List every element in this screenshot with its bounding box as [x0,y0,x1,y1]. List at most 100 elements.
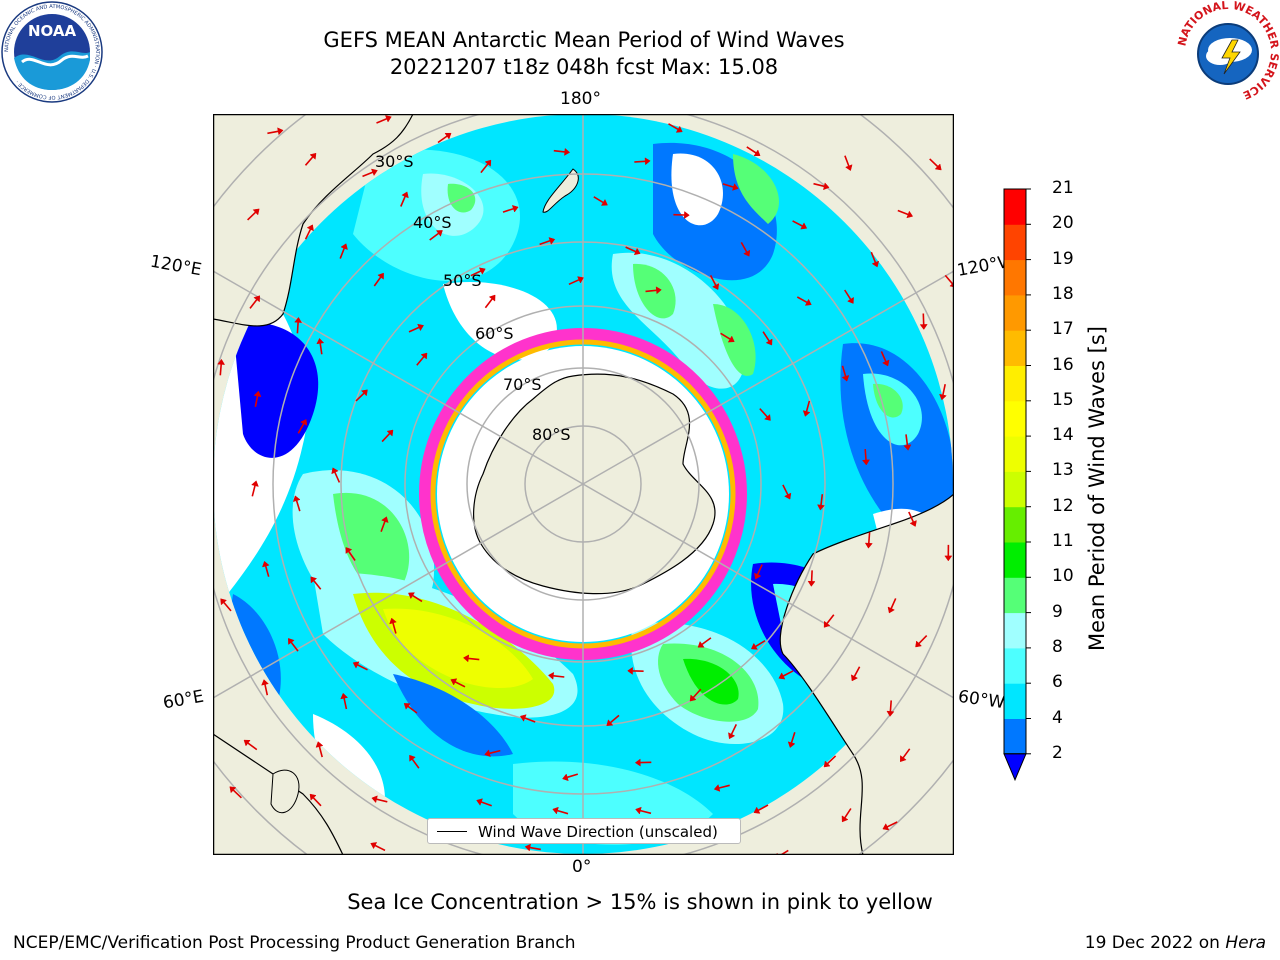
wind-wave-arrow-head [478,267,486,275]
wind-wave-arrow [296,322,299,334]
wind-wave-arrow-head [552,806,559,815]
wind-wave-arrow [782,484,789,496]
wind-wave-arrow [380,521,386,532]
wind-wave-arrow-head [882,823,890,831]
map-frame [213,114,954,855]
colorbar-segment [1004,506,1026,543]
wind-wave-arrow [251,485,256,497]
footer-date: 19 Dec 2022 on Hera [1085,933,1266,953]
wind-wave-arrow [553,149,565,153]
wind-wave-arrow-head [511,205,519,213]
wind-wave-arrow-head [743,249,751,257]
wind-wave-arrow-head [728,732,736,740]
colorbar-tick-label: 19 [1052,248,1074,269]
wind-wave-arrow [264,565,270,577]
wind-wave-arrow-head [802,410,811,417]
wind-wave-arrow [886,821,898,828]
colorbar-segment [1004,189,1026,225]
lat-label-30s: 30°S [375,152,414,171]
wind-wave-arrow [437,135,448,144]
wind-wave-arrow [557,809,569,815]
wind-wave-arrow-head [524,843,531,852]
colorbar-tick-label: 6 [1052,672,1063,693]
wind-wave-arrow [880,351,887,362]
wind-wave-arrow-head [915,640,923,648]
wind-wave-arrow-head [384,115,392,123]
wind-wave-arrow [319,343,323,355]
wind-wave-arrow [373,276,382,287]
wind-wave-arrow-head [389,617,397,625]
wind-wave-arrow [805,400,811,412]
wind-wave-arrow [529,846,541,851]
wind-wave-arrow [792,220,803,227]
footer-organization: NCEP/EMC/Verification Post Processing Pr… [13,933,576,953]
wind-wave-arrow [841,365,847,377]
wind-wave-arrow-head [377,272,384,280]
colorbar-segment [1004,259,1026,296]
wind-wave-arrow [232,789,242,799]
wind-wave-arrow [290,641,299,652]
wind-wave-arrow-head [784,492,792,500]
wind-wave-arrow [362,171,373,178]
chart-subtitle-run-info: 20221207 t18z 048h fcst Max: 15.08 [389,55,779,79]
wind-wave-arrow-head [340,243,348,251]
wind-wave-arrow [756,564,763,575]
wind-wave-arrow [470,270,482,277]
wind-wave-arrow [740,242,748,253]
legend-label: Wind Wave Direction (unscaled) [478,823,718,841]
colorbar [1003,188,1031,782]
colorbar-tick-label: 2 [1052,742,1063,763]
wind-wave-arrow-head [251,480,259,487]
wind-wave-arrow [254,395,259,407]
lon-label-120e: 120°E [148,251,204,281]
wind-wave-arrow [813,182,825,188]
wind-wave-arrow-head [243,739,251,747]
colorbar-tick-label: 20 [1052,213,1074,234]
wind-wave-arrow [718,784,730,789]
wind-wave-arrow [407,705,418,714]
wind-wave-arrow-head [753,149,761,157]
longitude-gridlines [213,114,954,855]
wind-wave-arrow-head [765,338,773,346]
wind-wave-arrow-head [845,164,853,172]
wind-wave-arrow [264,684,269,696]
colorbar-label: Mean Period of Wind Waves [s] [1085,326,1109,651]
colorbar-segment [1004,577,1026,614]
wind-wave-arrow [249,299,258,309]
map-legend: Wind Wave Direction (unscaled) [427,818,741,844]
wind-wave-arrow-head [309,152,317,160]
wind-wave-arrow [625,246,637,253]
wind-wave-arrow-head [727,335,735,343]
wind-wave-arrow-head [370,842,378,850]
new-zealand-land [542,168,579,213]
wind-wave-arrow-head [220,598,228,606]
wind-wave-arrow-head [627,666,633,675]
wind-wave-arrow [759,408,768,418]
wind-wave-arrow-head [294,316,303,323]
lat-label-60s: 60°S [475,324,514,343]
wind-wave-arrow [219,364,222,376]
wind-wave-arrow [757,804,769,812]
wind-wave-arrow-head [252,208,260,216]
wind-wave-arrow [489,749,501,755]
wind-wave-arrow [610,714,620,724]
wind-wave-arrow [376,118,388,124]
wind-wave-arrow-head [417,323,425,332]
wind-wave-arrow [313,580,322,590]
wind-wave-arrow [392,622,397,634]
colorbar-segment [1004,365,1026,402]
wind-wave-arrow [355,392,365,402]
wind-wave-arrow-head [862,459,870,466]
lon-label-0: 0° [572,857,592,877]
wind-wave-arrow-head [277,127,284,136]
wind-wave-arrow-head [262,560,270,568]
wind-wave-arrow [844,155,850,167]
wind-wave-arrow [295,500,301,512]
wind-wave-arrow-head [750,642,758,650]
wind-wave-arrow-head [655,286,662,295]
wind-wave-arrow [779,849,789,855]
wind-wave-arrow-head [547,671,554,680]
wind-wave-arrow [944,274,954,285]
wind-wave-arrow-head [403,703,411,710]
wind-wave-arrow [942,384,946,396]
